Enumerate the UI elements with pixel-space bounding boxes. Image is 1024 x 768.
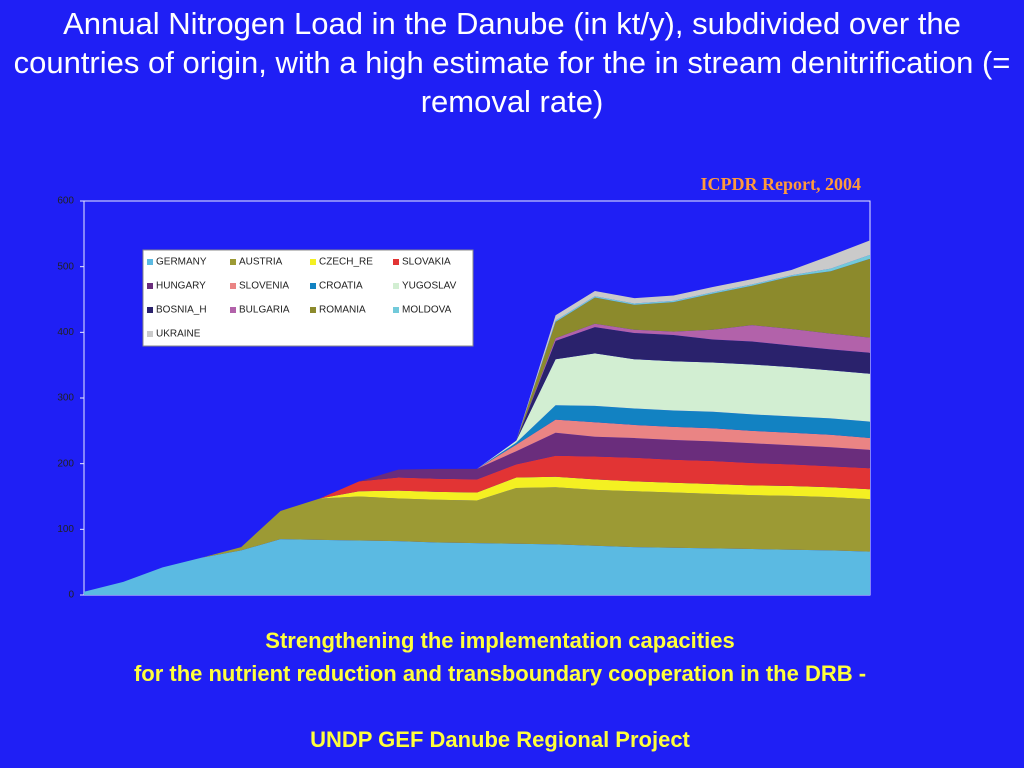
legend-label: UKRAINE (156, 329, 201, 340)
legend-label: CZECH_RE (319, 257, 373, 268)
y-tick-label: 0 (68, 590, 74, 601)
legend-label: AUSTRIA (239, 257, 283, 268)
area (84, 419, 870, 592)
slide-title: Annual Nitrogen Load in the Danube (in k… (13, 6, 1011, 119)
y-tick-label: 200 (57, 458, 74, 469)
footer-line: for the nutrient reduction and transboun… (133, 661, 867, 686)
legend-swatch (393, 259, 399, 265)
legend-swatch (147, 283, 153, 289)
legend-label: BOSNIA_H (156, 305, 207, 316)
area (84, 455, 870, 592)
legend-label: BULGARIA (239, 305, 290, 316)
area (84, 405, 870, 592)
legend-swatch (230, 283, 236, 289)
footer-line: Strengthening the implementation capacit… (265, 628, 735, 653)
legend-swatch (393, 283, 399, 289)
area (84, 327, 870, 592)
area (84, 353, 870, 592)
legend-label: GERMANY (156, 257, 207, 268)
legend-swatch (393, 307, 399, 313)
legend-swatch (310, 283, 316, 289)
y-tick-label: 500 (57, 261, 74, 272)
legend-label: CROATIA (319, 281, 363, 292)
area (84, 432, 870, 592)
legend-swatch (310, 307, 316, 313)
area (84, 476, 870, 592)
footer-line: UNDP GEF Danube Regional Project (310, 727, 690, 752)
legend-swatch (230, 259, 236, 265)
legend-swatch (147, 307, 153, 313)
area (84, 539, 870, 595)
source-note: ICPDR Report, 2004 (700, 174, 861, 194)
y-tick-label: 400 (57, 327, 74, 338)
legend-swatch (230, 307, 236, 313)
legend-swatch (147, 331, 153, 337)
y-tick-label: 100 (57, 524, 74, 535)
area (84, 258, 870, 592)
y-tick-label: 300 (57, 393, 74, 404)
legend-label: MOLDOVA (402, 305, 452, 316)
legend-swatch (310, 259, 316, 265)
area (84, 487, 870, 592)
legend-label: ROMANIA (319, 305, 366, 316)
footer: Strengthening the implementation capacit… (0, 624, 1000, 756)
legend-label: SLOVENIA (239, 281, 289, 292)
y-tick-label: 600 (57, 196, 74, 207)
legend-label: SLOVAKIA (402, 257, 451, 268)
legend-label: YUGOSLAV (402, 281, 457, 292)
legend-label: HUNGARY (156, 281, 206, 292)
legend-box (142, 249, 474, 347)
legend-swatch (147, 259, 153, 265)
